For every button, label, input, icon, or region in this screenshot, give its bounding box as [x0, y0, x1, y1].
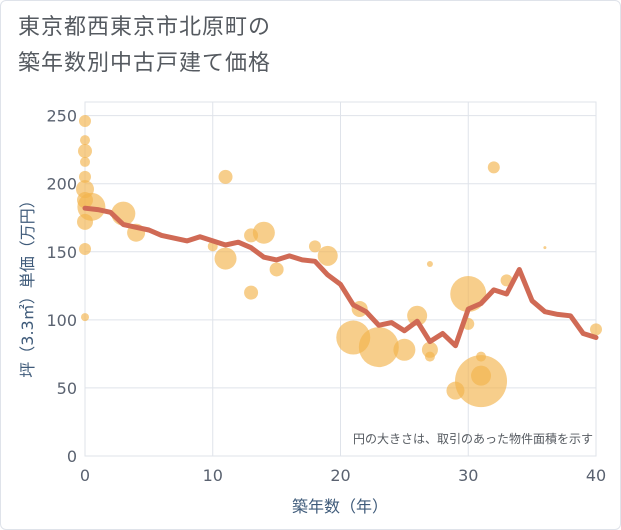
data-bubble: [358, 327, 399, 368]
data-bubble: [407, 305, 428, 326]
data-bubble: [543, 246, 547, 250]
y-tick-label: 100: [46, 311, 77, 330]
y-tick-label: 150: [46, 243, 77, 262]
x-tick-label: 0: [80, 466, 90, 485]
data-bubble: [218, 169, 233, 184]
data-bubble: [79, 170, 91, 183]
data-bubble: [81, 313, 89, 322]
chart-title: 東京都西東京市北原町の 築年数別中古戸建て価格: [18, 10, 271, 82]
data-bubble: [77, 213, 93, 230]
data-bubble: [471, 365, 492, 386]
y-axis-title: 坪（3.3㎡）単価（万円）: [18, 192, 37, 377]
x-tick-label: 30: [458, 466, 478, 485]
y-tick-label: 250: [46, 107, 77, 126]
average-price-line: [82, 205, 599, 349]
data-bubble: [252, 221, 275, 244]
data-bubble: [244, 285, 259, 300]
data-bubble: [426, 261, 433, 268]
x-axis-title: 築年数（年）: [292, 497, 388, 516]
data-bubble: [80, 135, 90, 146]
data-bubble: [317, 245, 338, 266]
x-tick-label: 20: [330, 466, 350, 485]
data-bubble: [393, 338, 416, 361]
data-bubble: [424, 351, 435, 362]
data-bubble: [487, 161, 500, 174]
title-line-2: 築年数別中古戸建て価格: [18, 51, 272, 76]
grid: [84, 101, 597, 457]
data-bubble: [214, 247, 237, 270]
data-bubble: [80, 156, 90, 167]
data-bubble: [269, 262, 284, 277]
data-bubble: [79, 243, 91, 256]
data-bubble: [476, 351, 487, 362]
tick-labels: 0 10 20 30 40 0 50 100 150 200 250: [46, 107, 606, 485]
x-tick-label: 10: [203, 466, 223, 485]
bubbles: [76, 115, 602, 408]
data-bubble: [590, 323, 602, 336]
size-note: 円の大きさは、取引のあった物件面積を示す: [353, 431, 593, 446]
trend-line: [82, 205, 599, 349]
data-bubble: [79, 115, 91, 128]
y-tick-label: 0: [67, 447, 77, 466]
data-bubble: [308, 240, 321, 253]
title-line-1: 東京都西東京市北原町の: [18, 15, 272, 40]
y-tick-label: 200: [46, 175, 77, 194]
x-tick-label: 40: [586, 466, 606, 485]
data-bubble: [78, 144, 92, 159]
y-tick-label: 50: [57, 379, 77, 398]
